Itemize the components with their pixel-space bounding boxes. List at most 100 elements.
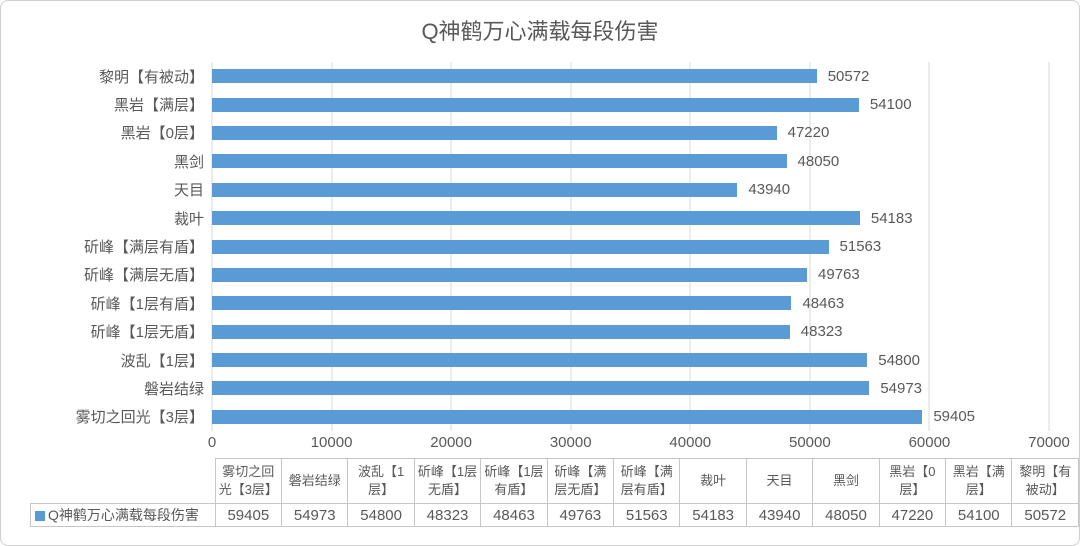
category-label: 斫峰【1层无盾】 bbox=[90, 324, 204, 342]
table-value-cell: 48050 bbox=[812, 503, 880, 527]
value-label: 49763 bbox=[818, 266, 860, 284]
category-label: 黑岩【0层】 bbox=[120, 125, 204, 143]
x-tick-label: 40000 bbox=[669, 434, 712, 451]
bar-row: 54800 bbox=[212, 346, 1049, 374]
bar bbox=[212, 154, 787, 169]
bar bbox=[212, 97, 859, 112]
legend-key-icon bbox=[35, 511, 45, 521]
table-value-cell: 48463 bbox=[480, 503, 548, 527]
table-value-cell: 47220 bbox=[878, 503, 947, 527]
bar-row: 43940 bbox=[212, 176, 1049, 204]
x-tick-label: 30000 bbox=[549, 434, 592, 451]
table-value-cell: 50572 bbox=[1011, 503, 1079, 527]
table-header-cell: 黑岩【满层】 bbox=[945, 458, 1013, 504]
value-label: 48323 bbox=[800, 323, 843, 341]
category-axis-labels: 黎明【有被动】黑岩【满层】黑岩【0层】黑剑天目裁叶斫峰【满层有盾】 斫峰【满层无盾… bbox=[1, 62, 208, 431]
value-label: 54100 bbox=[869, 96, 912, 114]
category-label: 斫峰【满层无盾】 bbox=[83, 267, 204, 285]
category-label: 黎明【有被动】 bbox=[98, 68, 204, 86]
value-label: 48050 bbox=[797, 152, 840, 170]
data-table-header-row: 雾切之回光【3层】 磐岩结绿 波乱【1层】 斫峰【1层无盾】 斫峰【1层有盾】 斫峰【满层… bbox=[31, 458, 1079, 504]
table-header-cell: 波乱【1层】 bbox=[347, 458, 415, 504]
legend-label: Q神鹤万心满载每段伤害 bbox=[48, 507, 199, 523]
chart-title: Q神鹤万心满载每段伤害 bbox=[421, 19, 659, 44]
category-label: 天目 bbox=[173, 182, 204, 200]
x-axis-tick-labels: 0 10000 20000 30000 40000 50000 60000 70000 bbox=[208, 434, 1070, 452]
table-value-cell: 48323 bbox=[413, 503, 482, 527]
table-header-cell: 斫峰【满层有盾】 bbox=[613, 458, 681, 504]
legend-cell: Q神鹤万心满载每段伤害 bbox=[30, 503, 216, 527]
bar bbox=[212, 125, 777, 140]
bar bbox=[212, 381, 870, 396]
value-label: 47220 bbox=[787, 124, 830, 142]
table-header-cell: 斫峰【1层无盾】 bbox=[413, 458, 482, 504]
table-header-cell: 黑岩【0层】 bbox=[878, 458, 947, 504]
bar-row: 50572 bbox=[212, 62, 1049, 90]
table-value-cell: 54973 bbox=[281, 503, 349, 527]
value-label: 43940 bbox=[748, 181, 791, 199]
x-tick-label: 50000 bbox=[788, 434, 831, 451]
x-tick-label: 70000 bbox=[1028, 434, 1070, 451]
table-value-cell: 59405 bbox=[214, 503, 283, 527]
table-value-cell: 54100 bbox=[945, 503, 1013, 527]
x-tick-label: 20000 bbox=[430, 434, 472, 451]
plot-area: 50572 54100 47220 48050 43940 54183 51563 49763… bbox=[211, 62, 1050, 431]
gridline bbox=[928, 62, 930, 431]
x-tick-label: 60000 bbox=[908, 434, 951, 451]
category-label: 斫峰【1层有盾】 bbox=[90, 295, 204, 313]
category-label: 斫峰【满层有盾】 bbox=[83, 239, 204, 257]
gridline bbox=[1048, 62, 1050, 431]
bar bbox=[212, 267, 808, 282]
category-label: 磐岩结绿 bbox=[143, 380, 204, 398]
bar bbox=[212, 182, 738, 197]
table-value-cell: 43940 bbox=[745, 503, 814, 527]
bar bbox=[212, 296, 792, 311]
value-label: 50572 bbox=[827, 67, 870, 85]
bar bbox=[212, 239, 829, 254]
bar-series: 50572 54100 47220 48050 43940 54183 51563 49763… bbox=[212, 62, 1049, 431]
bar-row: 54183 bbox=[212, 204, 1049, 232]
bar-row: 48463 bbox=[212, 289, 1049, 317]
value-label: 54973 bbox=[880, 379, 923, 397]
table-header-cell: 天目 bbox=[745, 458, 814, 504]
table-header-cell: 黑剑 bbox=[812, 458, 880, 504]
value-label: 54183 bbox=[870, 209, 913, 227]
table-value-cell: 49763 bbox=[546, 503, 615, 527]
category-label: 波乱【1层】 bbox=[120, 352, 204, 370]
data-table: 雾切之回光【3层】 磐岩结绿 波乱【1层】 斫峰【1层无盾】 斫峰【1层有盾】 斫峰【满层… bbox=[30, 458, 1079, 527]
table-corner-spacer bbox=[31, 459, 216, 504]
table-value-cell: 54183 bbox=[679, 503, 747, 527]
bar bbox=[212, 353, 868, 368]
data-table-value-row: Q神鹤万心满载每段伤害 59405 54973 54800 48323 48463 497… bbox=[30, 503, 1079, 527]
bar-row: 48323 bbox=[212, 318, 1049, 346]
table-header-cell: 黎明【有被动】 bbox=[1011, 458, 1079, 504]
bar bbox=[212, 69, 817, 84]
bar-row: 54100 bbox=[212, 90, 1049, 118]
x-tick-label: 0 bbox=[207, 434, 217, 451]
category-label: 裁叶 bbox=[173, 210, 204, 228]
bar-row: 59405 bbox=[212, 403, 1049, 431]
value-label: 54800 bbox=[878, 351, 920, 369]
table-header-cell: 雾切之回光【3层】 bbox=[214, 458, 283, 504]
bar bbox=[212, 409, 923, 424]
table-header-cell: 裁叶 bbox=[679, 458, 747, 504]
bar bbox=[212, 211, 860, 226]
bar-row: 49763 bbox=[212, 261, 1049, 289]
category-label: 黑岩【满层】 bbox=[113, 97, 204, 115]
x-tick-label: 10000 bbox=[310, 434, 353, 451]
table-header-cell: 磐岩结绿 bbox=[281, 458, 349, 504]
category-label: 黑剑 bbox=[173, 153, 204, 171]
table-header-cell: 斫峰【满层无盾】 bbox=[546, 458, 615, 504]
category-label: 雾切之回光【3层】 bbox=[75, 409, 204, 427]
value-label: 51563 bbox=[839, 238, 882, 256]
value-label: 48463 bbox=[802, 294, 845, 312]
table-header-cell: 斫峰【1层有盾】 bbox=[480, 458, 548, 504]
bar bbox=[212, 324, 790, 339]
table-value-cell: 51563 bbox=[613, 503, 681, 527]
bar-row: 54973 bbox=[212, 374, 1049, 402]
bar-row: 47220 bbox=[212, 119, 1049, 147]
table-value-cell: 54800 bbox=[347, 503, 415, 527]
bar-row: 48050 bbox=[212, 147, 1049, 175]
bar-row: 51563 bbox=[212, 232, 1049, 260]
